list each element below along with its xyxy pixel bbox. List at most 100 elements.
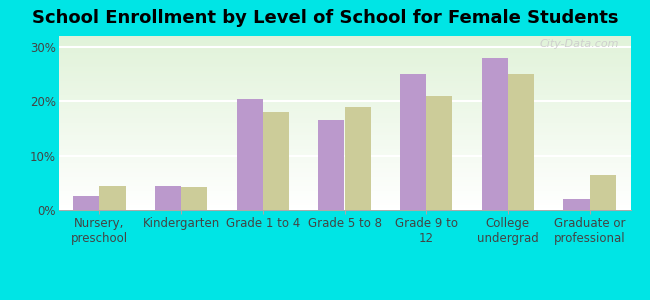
Bar (58, 191, 630, 193)
Bar (58, 170, 630, 172)
Bar (58, 55, 630, 57)
Bar (58, 156, 630, 158)
Bar (58, 118, 630, 119)
Bar (58, 206, 630, 208)
Bar (58, 116, 630, 118)
Bar (58, 180, 630, 182)
Bar (58, 76, 630, 78)
Bar (58, 80, 630, 81)
Bar (58, 100, 630, 102)
Bar (58, 62, 630, 64)
Bar (58, 161, 630, 163)
Bar (58, 109, 630, 111)
Bar (58, 52, 630, 53)
Bar (482, 58, 508, 210)
Bar (58, 154, 630, 156)
Bar (73, 196, 99, 210)
Bar (58, 86, 630, 88)
Bar (58, 107, 630, 109)
Bar (58, 71, 630, 73)
Bar (58, 151, 630, 153)
Bar (58, 175, 630, 177)
Bar (58, 58, 630, 60)
Bar (58, 53, 630, 55)
Bar (58, 78, 630, 80)
Bar (58, 205, 630, 206)
Bar (58, 135, 630, 137)
Bar (400, 74, 426, 210)
Bar (58, 114, 630, 116)
Text: School Enrollment by Level of School for Female Students: School Enrollment by Level of School for… (32, 9, 618, 27)
Bar (58, 168, 630, 170)
Bar (58, 73, 630, 74)
Bar (58, 127, 630, 128)
Bar (58, 99, 630, 100)
Bar (58, 88, 630, 90)
Bar (99, 185, 125, 210)
Bar (58, 165, 630, 167)
Bar (58, 186, 630, 188)
Bar (58, 36, 630, 38)
Bar (58, 132, 630, 134)
Text: City-Data.com: City-Data.com (540, 40, 619, 50)
Bar (58, 179, 630, 180)
Bar (58, 147, 630, 149)
Bar (58, 93, 630, 95)
Bar (58, 119, 630, 121)
Bar (58, 196, 630, 198)
Bar (263, 112, 289, 210)
Bar (58, 102, 630, 104)
Bar (58, 83, 630, 85)
Bar (58, 193, 630, 194)
Bar (58, 200, 630, 201)
Bar (58, 153, 630, 154)
Bar (58, 158, 630, 160)
Bar (58, 201, 630, 203)
Bar (58, 106, 630, 107)
Bar (58, 97, 630, 99)
Bar (58, 45, 630, 46)
Bar (58, 67, 630, 69)
Bar (58, 128, 630, 130)
Bar (58, 38, 630, 40)
Bar (58, 40, 630, 41)
Bar (58, 41, 630, 43)
Bar (58, 208, 630, 210)
Bar (58, 125, 630, 127)
Bar (58, 189, 630, 191)
Bar (58, 104, 630, 106)
Bar (58, 134, 630, 135)
Bar (58, 188, 630, 189)
Bar (58, 57, 630, 58)
Bar (58, 112, 630, 114)
Bar (58, 149, 630, 151)
Bar (58, 167, 630, 168)
Bar (318, 120, 344, 210)
Bar (58, 184, 630, 186)
Bar (58, 92, 630, 93)
Bar (508, 74, 534, 210)
Bar (58, 203, 630, 205)
Bar (58, 144, 630, 146)
Bar (58, 146, 630, 147)
Bar (58, 48, 630, 50)
Bar (58, 95, 630, 97)
Bar (590, 175, 616, 210)
Bar (58, 177, 630, 179)
Bar (58, 140, 630, 142)
Bar (58, 142, 630, 144)
Bar (58, 198, 630, 200)
Bar (344, 107, 370, 210)
Bar (58, 43, 630, 45)
Bar (58, 74, 630, 76)
Bar (58, 172, 630, 173)
Bar (58, 137, 630, 139)
Bar (58, 163, 630, 165)
Bar (58, 139, 630, 140)
Bar (58, 111, 630, 112)
Bar (155, 185, 181, 210)
Bar (58, 182, 630, 184)
Bar (58, 160, 630, 161)
Bar (58, 69, 630, 71)
Bar (58, 66, 630, 67)
